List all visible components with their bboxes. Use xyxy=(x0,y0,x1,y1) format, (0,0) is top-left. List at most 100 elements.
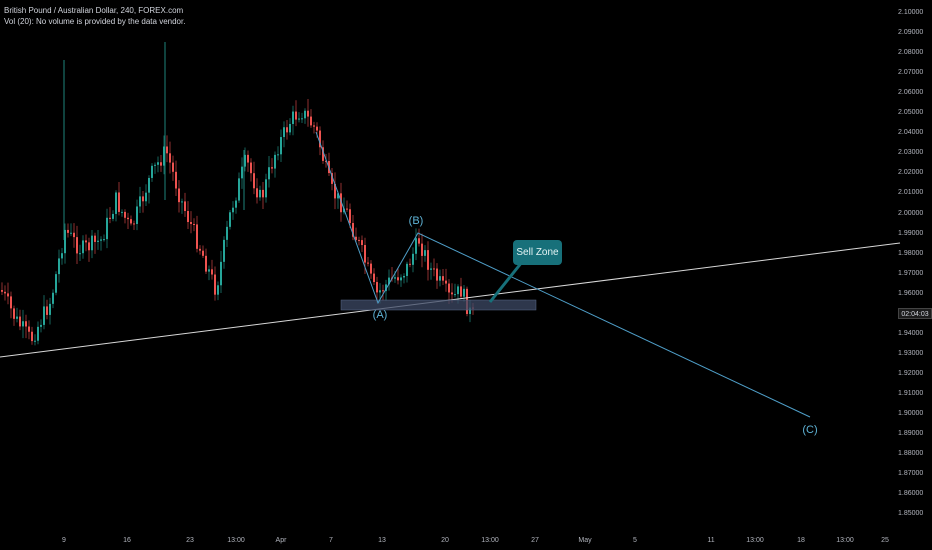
candle-body xyxy=(373,273,375,283)
candle-body xyxy=(295,111,297,120)
candle-body xyxy=(406,263,408,276)
candle-body xyxy=(349,209,351,224)
candle-body xyxy=(274,154,276,169)
candle-body xyxy=(370,263,372,274)
price-tick-label: 1.94000 xyxy=(898,329,924,337)
wave-c-label: (C) xyxy=(802,424,818,436)
candle-body xyxy=(43,306,45,325)
price-tick-label: 2.05000 xyxy=(898,109,924,117)
time-tick-label: 27 xyxy=(531,537,539,544)
candle-body xyxy=(244,154,246,167)
price-tick-label: 1.88000 xyxy=(898,450,924,458)
time-tick-label: 13 xyxy=(378,537,386,544)
wave-b-label: (B) xyxy=(408,215,424,227)
symbol-title: British Pound / Australian Dollar, 240, … xyxy=(4,6,184,15)
volume-note: Vol (20): No volume is provided by the d… xyxy=(4,17,186,26)
price-tick-label: 1.87000 xyxy=(898,470,924,478)
time-tick-label: Apr xyxy=(275,537,287,544)
candle-body xyxy=(37,326,39,341)
candle-body xyxy=(304,110,306,119)
candle-body xyxy=(409,263,411,265)
candle-body xyxy=(199,248,201,251)
time-tick-label: 13:00 xyxy=(481,537,499,544)
candlestick-series xyxy=(1,42,474,346)
price-tick-label: 1.93000 xyxy=(898,349,924,357)
candle-body xyxy=(73,232,75,238)
candle-body xyxy=(10,296,12,309)
candle-body xyxy=(439,276,441,281)
candle-body xyxy=(64,229,66,254)
candle-body xyxy=(334,183,336,199)
candle-body xyxy=(19,316,21,327)
candle-body xyxy=(118,192,120,212)
candle-body xyxy=(136,206,138,224)
time-tick-label: 18 xyxy=(797,537,805,544)
time-tick-label: 13:00 xyxy=(746,537,764,544)
candle-body xyxy=(463,288,465,297)
callout-pointer xyxy=(488,261,524,303)
candle-body xyxy=(385,284,387,292)
elliott-wave-path[interactable] xyxy=(315,131,811,418)
candle-body xyxy=(88,242,90,251)
candle-body xyxy=(157,162,159,165)
candle-body xyxy=(28,326,30,332)
time-tick-label: 13:00 xyxy=(227,537,245,544)
candle-body xyxy=(346,208,348,210)
candle-body xyxy=(337,193,339,199)
candle-body xyxy=(229,212,231,227)
candle-body xyxy=(319,130,321,148)
candle-body xyxy=(94,235,96,242)
candle-body xyxy=(340,193,342,213)
candle-body xyxy=(61,253,63,259)
price-tick-label: 2.07000 xyxy=(898,69,924,77)
candle-body xyxy=(46,306,48,315)
price-tick-label: 2.02000 xyxy=(898,169,924,177)
sell-zone-box[interactable] xyxy=(340,299,537,311)
price-tick-label: 1.85000 xyxy=(898,510,924,518)
candle-body xyxy=(364,245,366,263)
candle-body xyxy=(226,226,228,240)
candle-body xyxy=(271,167,273,169)
candle-body xyxy=(418,238,420,244)
candle-body xyxy=(352,223,354,237)
candle-body xyxy=(205,255,207,272)
candle-body xyxy=(259,189,261,198)
price-tick-label: 1.90000 xyxy=(898,410,924,417)
candle-body xyxy=(214,274,216,295)
candle-body xyxy=(253,173,255,189)
time-tick-label: 11 xyxy=(707,537,715,544)
candle-body xyxy=(310,116,312,126)
candle-body xyxy=(445,280,447,284)
candle-body xyxy=(163,146,165,166)
candle-body xyxy=(397,277,399,281)
candle-body xyxy=(190,222,192,224)
sell-zone-callout[interactable]: Sell Zone xyxy=(513,240,562,265)
candle-body xyxy=(154,164,156,166)
candle-body xyxy=(67,229,69,233)
candle-body xyxy=(211,269,213,275)
candle-body xyxy=(367,262,369,264)
candle-body xyxy=(322,147,324,161)
price-tick-label: 1.86000 xyxy=(898,490,924,498)
candle-body xyxy=(277,154,279,156)
candle-body xyxy=(208,269,210,272)
candle-body xyxy=(16,316,18,319)
candle-body xyxy=(124,211,126,218)
candle-body xyxy=(307,110,309,117)
time-tick-label: 5 xyxy=(633,537,637,544)
candle-body xyxy=(268,167,270,180)
candle-body xyxy=(421,243,423,256)
candle-body xyxy=(436,268,438,281)
candle-body xyxy=(286,127,288,133)
candle-body xyxy=(232,207,234,213)
candle-body xyxy=(325,160,327,162)
price-tick-label: 2.08000 xyxy=(898,49,924,57)
candle-body xyxy=(115,192,117,214)
last-price-tag: 02:04:03 xyxy=(898,308,932,319)
candle-body xyxy=(106,217,108,240)
candle-body xyxy=(49,303,51,315)
candle-body xyxy=(79,253,81,255)
candle-body xyxy=(358,239,360,241)
candle-body xyxy=(4,291,6,294)
